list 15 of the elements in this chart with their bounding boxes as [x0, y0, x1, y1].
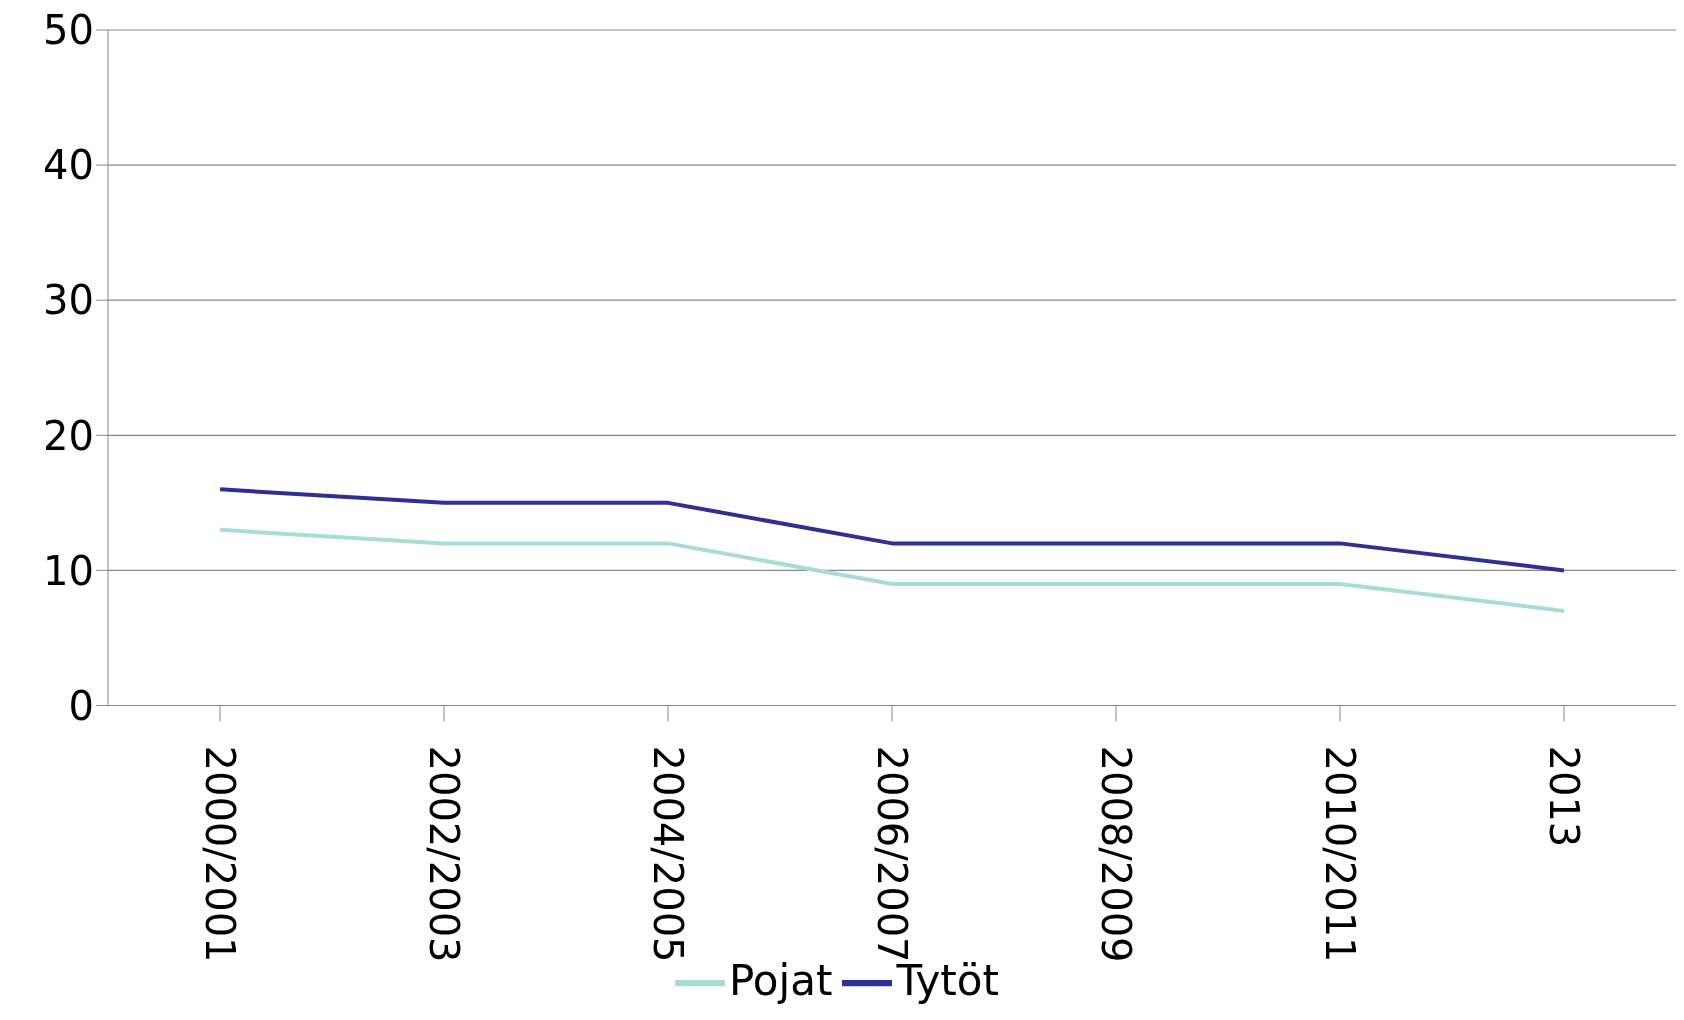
x-tick-label: 2002/2003 [421, 745, 467, 963]
x-tick-label: 2008/2009 [1093, 745, 1139, 963]
x-tick-label: 2013 [1541, 745, 1587, 848]
line-series [218, 487, 1566, 573]
x-tick-label: 2004/2005 [645, 745, 691, 963]
legend-label: Pojat [728, 955, 833, 1005]
y-tick-label: 0 [68, 682, 94, 729]
y-tick-label: 40 [43, 142, 94, 189]
y-tick-label: 10 [43, 547, 94, 594]
x-tick-label: 2000/2001 [197, 745, 243, 963]
x-tick-label: 2010/2011 [1317, 745, 1363, 963]
y-tick-label: 30 [43, 277, 94, 324]
line-series [218, 527, 1566, 613]
y-tick-label: 50 [43, 7, 94, 54]
y-tick-label: 20 [43, 412, 94, 459]
